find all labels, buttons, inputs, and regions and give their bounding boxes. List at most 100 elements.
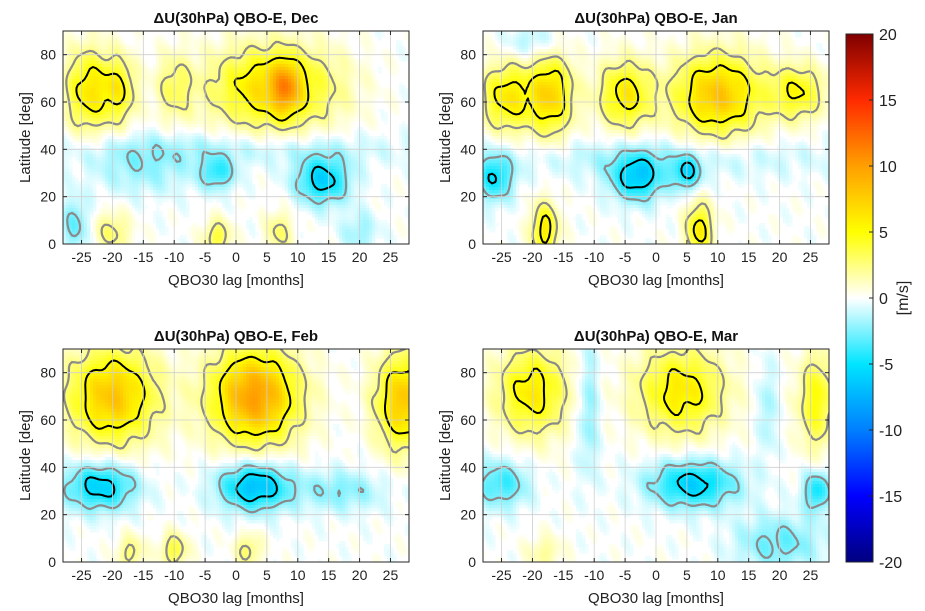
contour-2.5 — [63, 349, 409, 562]
y-tick-label: 40 — [460, 141, 476, 157]
y-tick-label: 20 — [40, 189, 56, 205]
panel-2: -25 -20 -15 -10 -5 0 5 10 15 20 25 0 20 40 60 80 ΔU(30hP… — [437, 10, 830, 289]
x-tick-label: 10 — [290, 567, 306, 583]
contour--2.5 — [63, 464, 365, 514]
x-tick-label: -10 — [584, 567, 604, 583]
x-tick-label: 25 — [383, 249, 399, 265]
panel-title: ΔU(30hPa) QBO-E, Dec — [154, 10, 319, 27]
x-tick-label: -10 — [584, 249, 604, 265]
y-axis-label: Latitude [deg] — [17, 92, 34, 183]
colorbar-tick-label: 0 — [879, 291, 888, 308]
colorbar-tick-label: 5 — [879, 225, 888, 242]
x-axis-label: QBO30 lag [months] — [588, 590, 724, 607]
colorbar-tick-label: 10 — [879, 159, 897, 176]
contour-5 — [84, 355, 409, 436]
grid — [483, 31, 829, 245]
colorbar-tick-label: 20 — [879, 27, 897, 44]
x-tick-label: -20 — [522, 567, 542, 583]
panel-1: -25 -20 -15 -10 -5 0 5 10 15 20 25 0 20 40 60 80 ΔU(30hP… — [17, 10, 410, 289]
y-tick-label: 0 — [468, 554, 476, 570]
y-tick-label: 0 — [48, 554, 56, 570]
y-tick-label: 60 — [40, 412, 56, 428]
y-tick-label: 80 — [40, 47, 56, 63]
contour--5 — [84, 473, 278, 503]
x-axis-label: QBO30 lag [months] — [588, 272, 724, 289]
contour-lines — [483, 349, 829, 559]
y-tick-label: 20 — [460, 507, 476, 523]
panel-4: -25 -20 -15 -10 -5 0 5 10 15 20 25 0 20 40 60 80 ΔU(30hP… — [437, 328, 830, 607]
x-axis-label: QBO30 lag [months] — [168, 590, 304, 607]
colorbar-scale — [845, 33, 874, 563]
panel-title: ΔU(30hPa) QBO-E, Mar — [574, 328, 738, 345]
x-tick-label: -5 — [199, 567, 212, 583]
x-tick-label: -20 — [102, 249, 122, 265]
y-tick-label: 20 — [460, 189, 476, 205]
colorbar-label: [m/s] — [895, 281, 912, 316]
x-tick-label: 20 — [772, 567, 788, 583]
x-tick-label: 5 — [683, 249, 691, 265]
x-tick-label: 10 — [290, 249, 306, 265]
x-tick-label: -25 — [71, 567, 91, 583]
contour--5 — [676, 472, 709, 497]
x-tick-label: 0 — [232, 567, 240, 583]
colorbar: -20 -15 -10 -5 0 5 10 15 20 [m/s] — [845, 27, 912, 572]
x-tick-label: -20 — [522, 249, 542, 265]
x-tick-label: 20 — [352, 249, 368, 265]
x-tick-label: 0 — [652, 249, 660, 265]
colorbar-tick-label: -20 — [879, 555, 902, 572]
x-tick-label: 25 — [803, 249, 819, 265]
x-tick-label: 5 — [263, 249, 271, 265]
panel-title: ΔU(30hPa) QBO-E, Feb — [154, 328, 318, 345]
y-tick-label: 20 — [40, 507, 56, 523]
x-tick-label: 25 — [803, 567, 819, 583]
x-tick-label: 15 — [321, 567, 337, 583]
panel-title: ΔU(30hPa) QBO-E, Jan — [574, 10, 737, 27]
x-tick-label: 20 — [352, 567, 368, 583]
x-axis-label: QBO30 lag [months] — [168, 272, 304, 289]
contour-2.5 — [500, 349, 829, 442]
x-tick-label: 0 — [652, 567, 660, 583]
x-tick-label: 15 — [321, 249, 337, 265]
x-tick-label: 10 — [710, 567, 726, 583]
colorbar-tick-label: -5 — [879, 357, 893, 374]
y-tick-label: 60 — [460, 94, 476, 110]
x-tick-label: -15 — [553, 567, 573, 583]
x-tick-label: -15 — [133, 567, 153, 583]
y-tick-label: 60 — [40, 94, 56, 110]
x-tick-label: -10 — [164, 567, 184, 583]
y-tick-label: 60 — [460, 412, 476, 428]
x-tick-label: 5 — [683, 567, 691, 583]
x-tick-label: -5 — [619, 249, 632, 265]
y-tick-label: 80 — [460, 47, 476, 63]
x-tick-label: -5 — [199, 249, 212, 265]
x-tick-label: -25 — [71, 249, 91, 265]
y-axis-label: Latitude [deg] — [437, 410, 454, 501]
x-tick-label: 15 — [741, 249, 757, 265]
x-tick-label: -20 — [102, 567, 122, 583]
x-tick-label: 0 — [232, 249, 240, 265]
y-tick-label: 80 — [460, 365, 476, 381]
x-tick-label: 20 — [772, 249, 788, 265]
x-tick-label: -15 — [553, 249, 573, 265]
colorbar-tick-label: 15 — [879, 93, 897, 110]
x-tick-label: -5 — [619, 567, 632, 583]
y-tick-label: 40 — [40, 141, 56, 157]
y-tick-label: 0 — [48, 236, 56, 252]
y-axis-label: Latitude [deg] — [17, 410, 34, 501]
contour-lines — [63, 349, 409, 562]
x-tick-label: -25 — [491, 567, 511, 583]
x-tick-label: -10 — [164, 249, 184, 265]
y-axis-label: Latitude [deg] — [437, 92, 454, 183]
contour--5 — [487, 158, 695, 189]
x-tick-label: -25 — [491, 249, 511, 265]
x-tick-label: 10 — [710, 249, 726, 265]
panel-3: -25 -20 -15 -10 -5 0 5 10 15 20 25 0 20 40 60 80 ΔU(30hP… — [17, 328, 410, 607]
y-tick-label: 40 — [40, 459, 56, 475]
colorbar-tick-label: -10 — [879, 423, 902, 440]
x-tick-label: 25 — [383, 567, 399, 583]
colorbar-tick-label: -15 — [879, 489, 902, 506]
x-tick-label: -15 — [133, 249, 153, 265]
x-tick-label: 15 — [741, 567, 757, 583]
y-tick-label: 0 — [468, 236, 476, 252]
